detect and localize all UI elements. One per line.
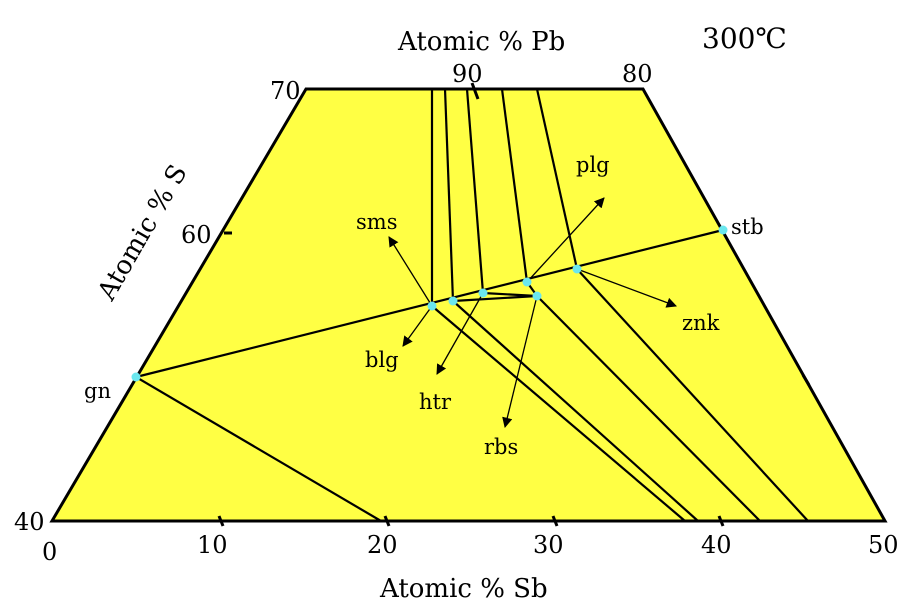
phase-label-gn: gn <box>84 379 111 403</box>
phase-label-sms: sms <box>356 210 397 234</box>
phase-label-rbs: rbs <box>484 435 518 459</box>
point-znk <box>572 264 582 274</box>
bottom-axis-title: Atomic % Sb <box>379 574 548 604</box>
arrow-plg <box>526 197 605 283</box>
arrow-rbs <box>502 295 538 429</box>
phase-label-plg: plg <box>576 153 610 177</box>
point-gn <box>131 372 141 382</box>
point-a <box>448 296 458 306</box>
top-tick-80: 80 <box>622 60 653 88</box>
invariant-points <box>131 225 728 382</box>
arrow-znk <box>576 268 677 308</box>
arrows <box>388 197 677 429</box>
arrow-blg <box>402 305 433 347</box>
bottom-tick-50: 50 <box>868 531 899 559</box>
arrow-sms <box>388 236 433 307</box>
point-stb <box>718 225 728 235</box>
bottom-tick-10: 10 <box>197 531 228 559</box>
point-rbs <box>532 291 542 301</box>
phase-label-stb: stb <box>731 215 764 239</box>
arrow-htr <box>436 292 484 375</box>
bottom-tick-20: 20 <box>367 531 398 559</box>
left-tick-70: 70 <box>270 77 301 105</box>
phase-label-znk: znk <box>682 311 720 335</box>
bottom-tick-0: 0 <box>42 538 57 566</box>
diagram-field <box>49 87 888 523</box>
phase-label-blg: blg <box>365 348 399 372</box>
left-axis-title: Atomic % S <box>92 160 194 307</box>
phase-label-htr: htr <box>419 390 452 414</box>
point-blg <box>427 301 437 311</box>
point-b <box>478 288 488 298</box>
top-tick-90: 90 <box>452 60 483 88</box>
top-axis-title: Atomic % Pb <box>397 27 565 57</box>
tick-marks <box>217 82 811 527</box>
left-tick-40: 40 <box>14 508 45 536</box>
bottom-tick-30: 30 <box>533 531 564 559</box>
tie-lines <box>135 88 809 522</box>
temperature-label: 300℃ <box>702 22 787 55</box>
point-plg <box>522 277 532 287</box>
bottom-tick-40: 40 <box>701 531 732 559</box>
left-tick-60: 60 <box>181 221 212 249</box>
